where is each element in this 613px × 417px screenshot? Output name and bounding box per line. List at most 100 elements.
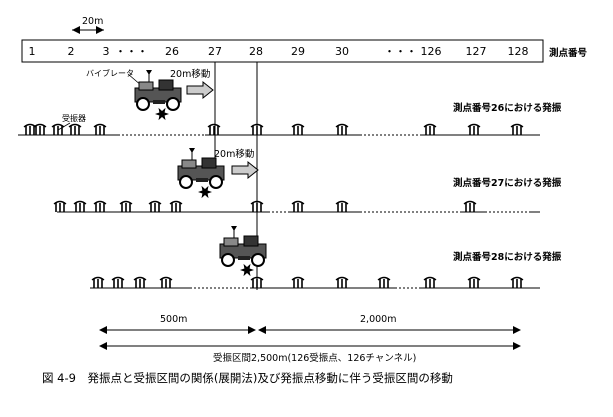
- geophone-cable: [291, 276, 305, 281]
- spread-label: 受振区間2,500m(126受振点、126チャンネル): [213, 352, 416, 364]
- geophone-cable: [291, 200, 305, 205]
- vibration-burst-icon: [240, 263, 254, 277]
- geophone-icon: [510, 123, 524, 135]
- truck-wheel: [221, 253, 235, 267]
- station-number: 28: [249, 45, 263, 58]
- vibrator-truck-icon: [134, 70, 182, 121]
- geophone-cable: [463, 200, 477, 205]
- geophone-icon: [335, 200, 349, 212]
- station-number: 3: [103, 45, 110, 58]
- station-number: 30: [335, 45, 349, 58]
- geophone-icon: [73, 200, 87, 212]
- geophone-icon: [335, 276, 349, 288]
- figure-caption: 図 4-9 発振点と受振区間の関係(展開法)及び発振点移動に伴う受振区間の移動: [42, 371, 453, 385]
- station-ellipsis: ・・・: [384, 45, 417, 58]
- truck-wheel: [166, 97, 180, 111]
- truck-cab: [181, 159, 197, 169]
- geophone-icon: [91, 276, 105, 288]
- vibrator-truck-icon: [177, 148, 225, 199]
- geophone-cable: [377, 276, 391, 281]
- truck-mast-top: [146, 70, 152, 75]
- geophone-cable: [423, 123, 437, 128]
- station-number: 2: [68, 45, 75, 58]
- truck-wheel: [251, 253, 265, 267]
- geophone-cable: [207, 123, 221, 128]
- line-gap: [118, 133, 205, 137]
- station-number: 27: [208, 45, 222, 58]
- move-label-2: 20m移動: [214, 148, 254, 160]
- distance-2000m-label: 2,000m: [360, 314, 396, 325]
- station-number: 126: [421, 45, 442, 58]
- geophone-cable: [51, 123, 65, 128]
- geophone-icon: [335, 123, 349, 135]
- geophone-icon: [159, 276, 173, 288]
- geophone-cable: [111, 276, 125, 281]
- station-row: 1 2 3 ・・・ 26 27 28 29 30 ・・・ 126 127 128…: [21, 39, 588, 63]
- dynamic-layer: [18, 70, 540, 290]
- line-gap: [485, 210, 530, 214]
- geophone-icon: [423, 123, 437, 135]
- geophone-cable: [510, 123, 524, 128]
- truck-mast-top: [189, 148, 195, 153]
- geophone-cable: [91, 276, 105, 281]
- geophone-icon: [377, 276, 391, 288]
- geophone-cable: [169, 200, 183, 205]
- truck-engine: [201, 157, 217, 169]
- move-label-1: 20m移動: [170, 68, 210, 80]
- truck-engine: [243, 235, 259, 247]
- geophone-icon: [423, 276, 437, 288]
- geophone-cable: [250, 200, 264, 205]
- truck-cab: [138, 81, 154, 91]
- station-box: [21, 39, 544, 63]
- geophone-icon: [207, 123, 221, 135]
- vibrator-pad: [153, 100, 165, 104]
- geophone-cable: [119, 200, 133, 205]
- geophone-icon: [33, 123, 47, 135]
- top-arrow-right-head: [96, 26, 104, 34]
- top-arrow-left-head: [72, 26, 80, 34]
- station-number: 26: [165, 45, 179, 58]
- station-number: 29: [291, 45, 305, 58]
- geophone-cable: [93, 200, 107, 205]
- geophone-icon: [51, 123, 65, 135]
- geophone-icon: [111, 276, 125, 288]
- geophone-cable: [133, 276, 147, 281]
- vibrator-label: バイブレータ: [86, 68, 134, 78]
- geophone-icon: [119, 200, 133, 212]
- vibrator-pad: [238, 256, 250, 260]
- truck-cab: [223, 237, 239, 247]
- geophone-cable: [423, 276, 437, 281]
- vibration-burst-icon: [198, 185, 212, 199]
- truck-wheel: [209, 175, 223, 189]
- geophone-icon: [467, 276, 481, 288]
- geophone-icon: [68, 123, 82, 135]
- geophone-cable: [467, 123, 481, 128]
- geophone-icon: [467, 123, 481, 135]
- geophone-cable: [510, 276, 524, 281]
- geophone-cable: [250, 123, 264, 128]
- geophone-icon: [250, 200, 264, 212]
- geophone-cable: [93, 123, 107, 128]
- geophone-icon: [291, 123, 305, 135]
- station-ellipsis: ・・・: [115, 45, 148, 58]
- vibrator-pad: [196, 178, 208, 182]
- geophone-cable: [467, 276, 481, 281]
- geophone-icon: [291, 200, 305, 212]
- geophone-icon: [250, 123, 264, 135]
- row-label-26: 測点番号26における発振: [453, 102, 562, 114]
- top-arrow-label: 20m: [82, 16, 103, 27]
- geophone-cable: [53, 200, 67, 205]
- vibrator-truck-icon: [219, 226, 267, 277]
- station-row-label: 測点番号: [549, 47, 588, 59]
- geophone-cable: [33, 123, 47, 128]
- line-gap: [268, 210, 290, 214]
- geophone-cable: [73, 200, 87, 205]
- geophone-cable: [291, 123, 305, 128]
- geophone-icon: [169, 200, 183, 212]
- geophone-icon: [53, 200, 67, 212]
- geophone-icon: [291, 276, 305, 288]
- row-label-27: 測点番号27における発振: [453, 177, 562, 189]
- geophone-icon: [133, 276, 147, 288]
